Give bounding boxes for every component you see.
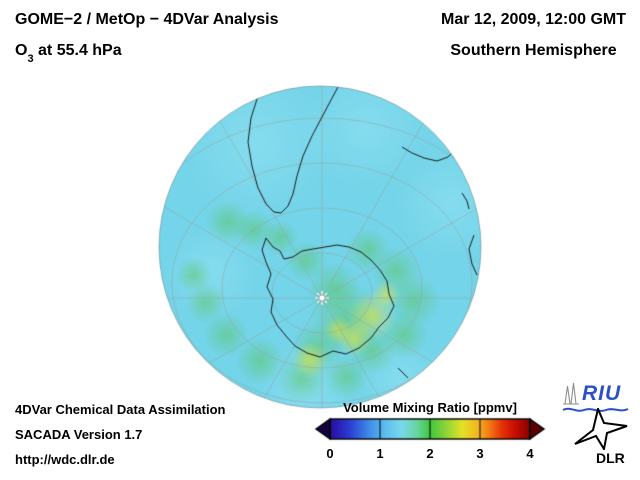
riu-logo: RIU	[562, 381, 636, 414]
colorbar-tick-label: 0	[326, 446, 334, 461]
plot-credits-block: 4DVar Chemical Data Assimilation SACADA …	[15, 402, 226, 477]
globe-canvas	[156, 83, 484, 411]
footer-line-version: SACADA Version 1.7	[15, 427, 143, 442]
colorbar-tick-label: 3	[476, 446, 484, 461]
colorbar-tick-label: 4	[526, 446, 534, 461]
plot-datetime-block: Mar 12, 2009, 12:00 GMT Southern Hemisph…	[441, 11, 626, 60]
plot-subtitle-level: at 55.4 hPa	[33, 42, 122, 59]
cathedral-icon	[563, 382, 579, 405]
wave-icon	[562, 407, 629, 412]
dlr-logo: DLR	[574, 405, 634, 468]
plot-hemisphere: Southern Hemisphere	[450, 42, 617, 59]
colorbar-tick-labels: 0 1 2 3 4	[0, 446, 640, 462]
dlr-logo-text: DLR	[596, 450, 625, 466]
footer-line-assimilation: 4DVar Chemical Data Assimilation	[15, 402, 226, 417]
plot-subtitle: O3 at 55.4 hPa	[15, 42, 279, 66]
plot-subtitle-subscript: 3	[27, 53, 34, 66]
plot-subtitle-species: O	[15, 42, 28, 59]
colorbar-title: Volume Mixing Ratio [ppmv]	[343, 400, 517, 415]
colorbar-tick-label: 2	[426, 446, 434, 461]
plot-datetime: Mar 12, 2009, 12:00 GMT	[441, 11, 626, 28]
colorbar-tick-label: 1	[376, 446, 384, 461]
riu-logo-text: RIU	[582, 382, 622, 405]
footer-line-url: http://wdc.dlr.de	[15, 452, 115, 467]
plot-title: GOME−2 / MetOp − 4DVar Analysis	[15, 11, 279, 28]
plot-title-block: GOME−2 / MetOp − 4DVar Analysis O3 at 55…	[15, 11, 279, 66]
colorbar-canvas	[314, 417, 546, 441]
dlr-star-icon	[574, 405, 628, 452]
